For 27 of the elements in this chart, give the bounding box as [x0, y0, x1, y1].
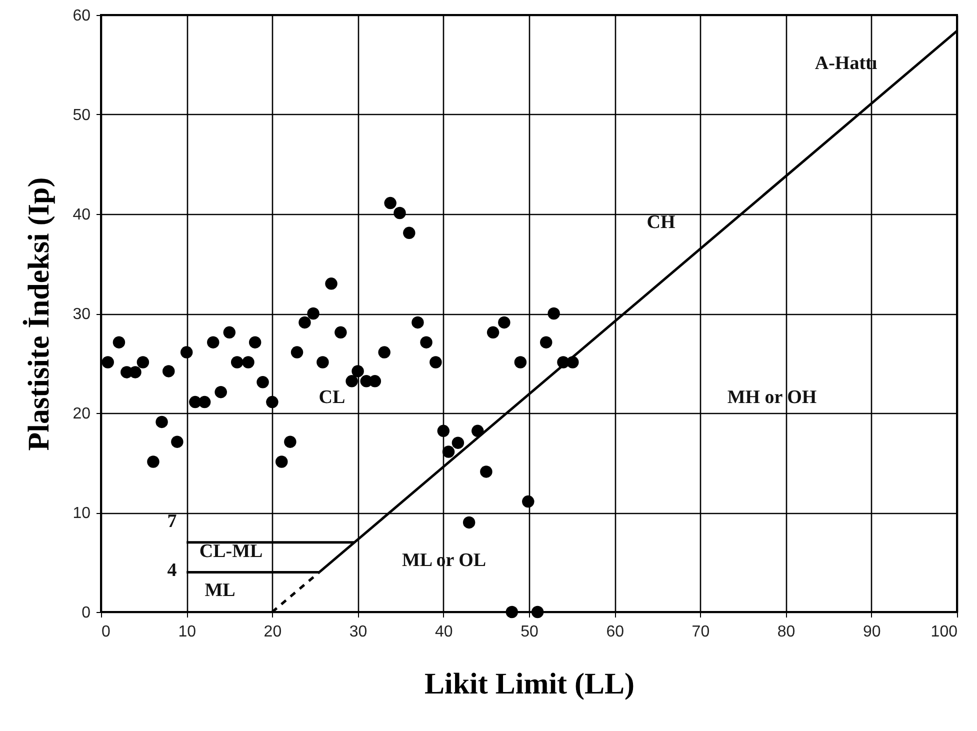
annotation: ML	[204, 580, 236, 601]
x-tick-label: 40	[435, 624, 453, 640]
x-tick-label: 0	[102, 624, 110, 640]
y-tick-label: 20	[72, 406, 91, 422]
x-tick-label: 100	[930, 624, 958, 640]
y-tick-label: 0	[82, 604, 91, 622]
y-tick-label: 50	[72, 107, 91, 124]
annotation: CL	[318, 387, 346, 408]
y-tick-label: 10	[72, 505, 91, 522]
annotation: CH	[646, 212, 676, 233]
annotation: 4	[167, 560, 178, 581]
annotation: 7	[167, 511, 178, 532]
x-tick-label: 50	[520, 624, 538, 640]
x-tick-label: 30	[349, 624, 368, 640]
y-tick-label: 30	[72, 306, 91, 323]
x-tick-label: 90	[863, 624, 881, 640]
x-tick-label: 60	[606, 624, 624, 640]
y-axis-title: Plastisite İndeksi (Ip)	[22, 177, 56, 451]
x-tick-label: 10	[178, 624, 196, 640]
annotation: MH or OH	[727, 387, 817, 408]
y-tick-label: 40	[72, 206, 91, 224]
annotation: CL-ML	[199, 541, 263, 562]
x-tick-label: 70	[692, 624, 710, 640]
y-tick-label: 60	[72, 8, 91, 24]
x-tick-label: 20	[264, 624, 282, 640]
x-tick-label: 80	[777, 624, 796, 640]
x-axis-title: Likit Limit (LL)	[424, 668, 635, 700]
